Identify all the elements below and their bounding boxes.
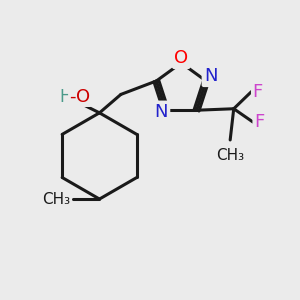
Text: O: O	[174, 49, 188, 67]
Text: N: N	[154, 103, 168, 121]
Text: F: F	[252, 82, 262, 100]
Text: H: H	[60, 88, 72, 106]
Text: F: F	[254, 113, 264, 131]
Text: CH₃: CH₃	[42, 191, 70, 206]
Text: N: N	[204, 67, 217, 85]
Text: CH₃: CH₃	[216, 148, 244, 163]
Text: -O: -O	[69, 88, 90, 106]
